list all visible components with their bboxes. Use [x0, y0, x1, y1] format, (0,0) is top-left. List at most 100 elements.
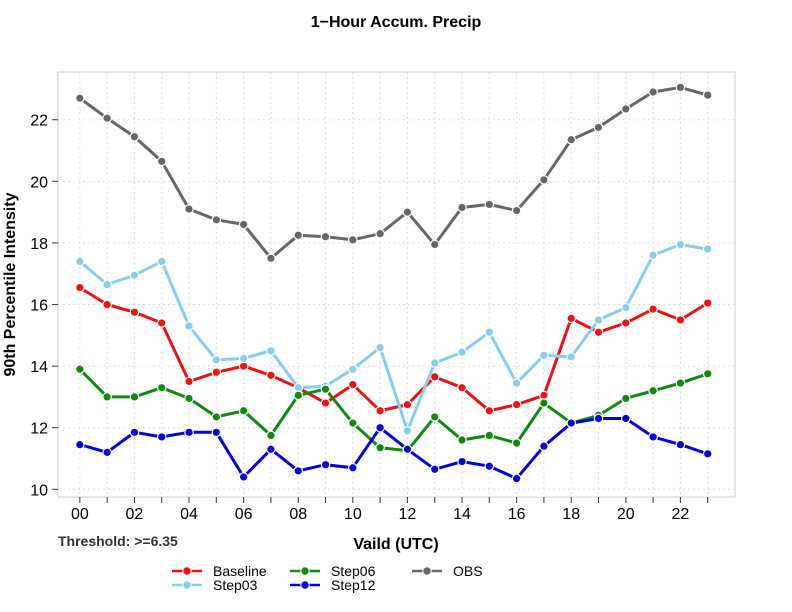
data-point-step03 [266, 345, 276, 356]
data-point-step12 [539, 441, 549, 451]
data-point-step12 [266, 444, 276, 455]
legend-marker-step12 [300, 580, 310, 590]
data-point-step06 [75, 364, 85, 374]
data-point-baseline [211, 367, 222, 378]
data-point-obs [621, 104, 631, 114]
data-point-step06 [375, 442, 385, 453]
legend-item-step03: Step03 [172, 577, 258, 593]
series-line-baseline [79, 286, 709, 413]
legend-marker-step06 [300, 566, 310, 576]
data-point-baseline [702, 298, 713, 308]
grid [58, 72, 735, 497]
data-point-step03 [184, 321, 194, 331]
x-tick-label: 06 [235, 506, 253, 523]
data-point-baseline [402, 399, 413, 410]
x-tick-label: 12 [399, 506, 417, 523]
y-tick-label: 12 [30, 421, 48, 438]
data-point-step12 [320, 459, 331, 470]
data-point-baseline [129, 307, 140, 318]
data-point-baseline [621, 318, 631, 328]
x-tick-label: 18 [562, 506, 580, 523]
data-point-baseline [648, 304, 658, 314]
data-point-obs [211, 215, 222, 225]
legend-marker-baseline [182, 566, 192, 576]
data-point-baseline [75, 282, 85, 293]
data-point-obs [156, 156, 167, 167]
x-tick-label: 00 [71, 506, 89, 523]
data-point-step03 [375, 342, 385, 353]
legend-label-step03: Step03 [213, 577, 258, 593]
x-tick-label: 10 [344, 506, 362, 523]
data-point-step12 [211, 427, 222, 438]
data-point-step12 [184, 427, 194, 438]
x-axis-title: Vaild (UTC) [353, 536, 438, 553]
data-point-obs [375, 228, 385, 239]
legend-label-baseline: Baseline [213, 563, 267, 579]
data-point-baseline [102, 299, 112, 310]
data-point-step03 [675, 239, 686, 250]
data-point-step03 [593, 315, 604, 325]
data-point-step12 [593, 413, 604, 424]
data-point-step03 [511, 378, 522, 388]
data-point-obs [129, 131, 140, 142]
data-point-step12 [484, 461, 495, 472]
y-tick-label: 20 [30, 174, 48, 191]
x-tick-label: 04 [180, 506, 198, 523]
x-tick-label: 20 [617, 506, 635, 523]
legend-item-step06: Step06 [290, 563, 376, 579]
series-line-step06 [78, 368, 709, 453]
data-point-step06 [348, 418, 358, 428]
data-point-step06 [320, 384, 331, 395]
chart-title: 1−Hour Accum. Precip [311, 14, 482, 31]
data-point-step03 [621, 302, 631, 313]
data-point-step03 [402, 425, 413, 436]
series-obs [75, 82, 713, 264]
data-point-step06 [484, 430, 495, 441]
y-tick-label: 10 [30, 482, 48, 499]
x-axis-ticks: 00 02 04 06 08 10 12 14 16 18 20 22 [71, 497, 709, 523]
data-point-step06 [539, 398, 549, 408]
series-step12 [75, 413, 713, 484]
data-point-step12 [621, 413, 631, 424]
data-point-step12 [402, 444, 413, 455]
x-tick-label: 16 [508, 506, 526, 523]
data-point-obs [293, 230, 304, 241]
threshold-annotation: Threshold: >=6.35 [58, 533, 178, 549]
data-point-step12 [75, 439, 85, 450]
legend-marker-step03 [182, 580, 192, 590]
data-point-baseline [184, 376, 194, 387]
data-point-step06 [156, 382, 167, 393]
data-point-obs [593, 122, 604, 133]
data-point-obs [484, 199, 495, 210]
legend-label-step12: Step12 [331, 577, 376, 593]
legend-item-baseline: Baseline [172, 563, 267, 579]
data-point-obs [539, 174, 549, 185]
data-point-step06 [102, 392, 112, 402]
data-point-step12 [375, 422, 385, 433]
data-point-step12 [457, 456, 467, 467]
x-tick-label: 08 [289, 506, 307, 523]
x-tick-label: 14 [453, 506, 471, 523]
data-point-baseline [511, 399, 522, 410]
data-point-step12 [648, 432, 658, 442]
data-point-step12 [511, 473, 522, 484]
data-point-obs [648, 87, 658, 97]
legend-item-obs: OBS [412, 563, 483, 579]
data-point-obs [511, 205, 522, 216]
data-point-obs [702, 90, 713, 100]
data-point-step03 [484, 327, 495, 338]
series-baseline [75, 282, 713, 416]
data-point-step03 [102, 279, 112, 290]
data-point-step12 [675, 439, 686, 450]
series-lines [75, 82, 713, 484]
y-tick-label: 14 [30, 359, 48, 376]
data-point-obs [184, 204, 194, 214]
series-line-obs [78, 85, 709, 260]
data-point-step06 [293, 390, 304, 401]
data-point-step03 [238, 353, 249, 364]
x-tick-label: 22 [672, 506, 690, 523]
y-tick-label: 18 [30, 236, 48, 253]
data-point-step12 [348, 462, 358, 473]
data-point-obs [457, 202, 467, 213]
